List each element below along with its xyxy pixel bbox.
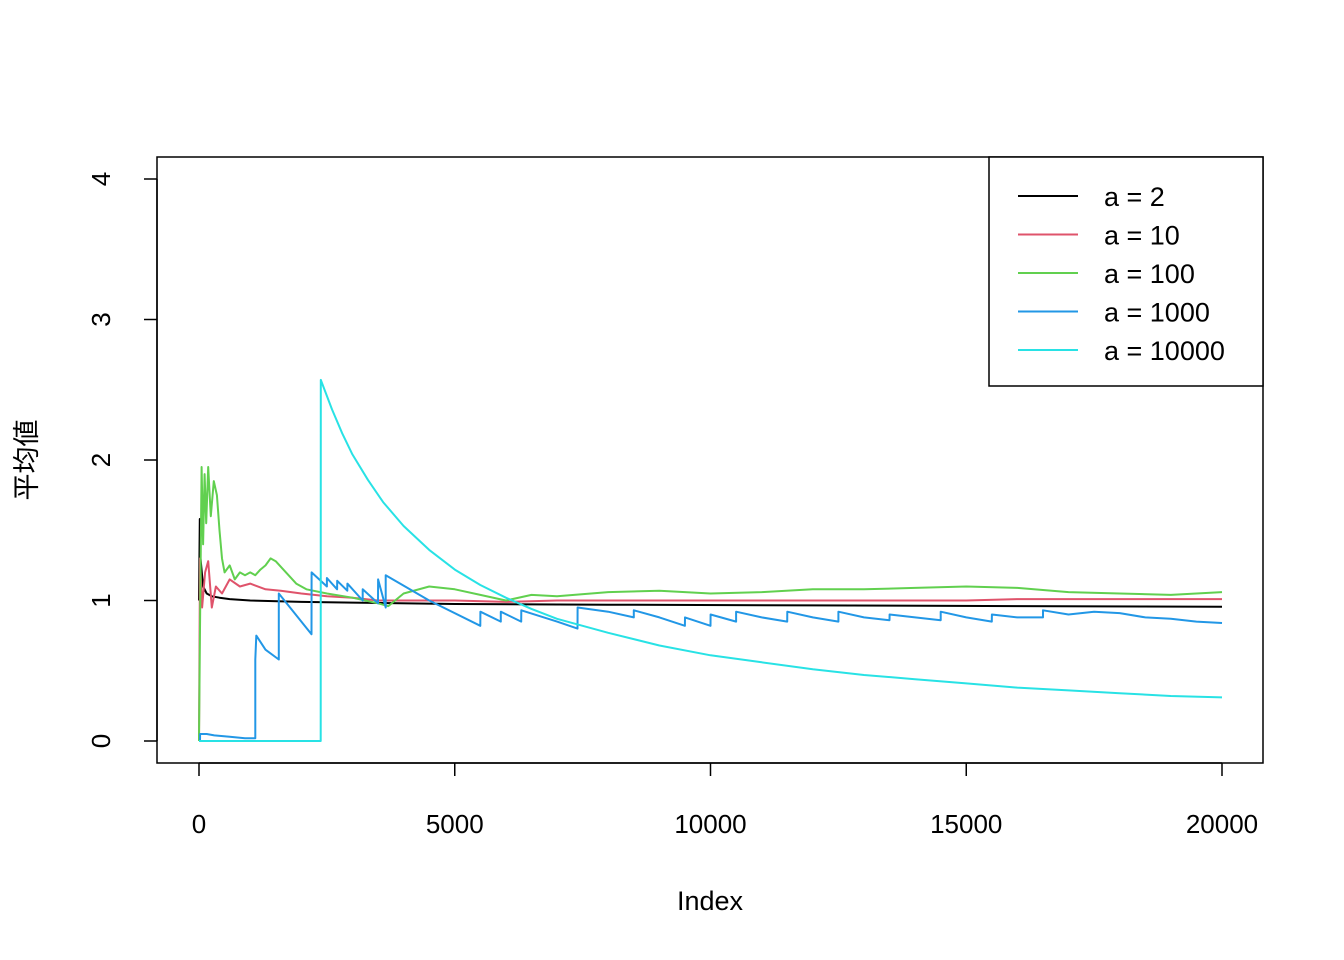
legend-label-5: a = 10000	[1104, 336, 1225, 366]
legend: a = 2 a = 10 a = 100 a = 1000 a = 10000	[988, 156, 1264, 387]
x-axis: 0 5000 10000 15000 20000	[192, 762, 1258, 839]
legend-label-1: a = 2	[1104, 182, 1165, 212]
legend-label-3: a = 100	[1104, 259, 1195, 289]
x-tick-label: 10000	[674, 809, 746, 839]
series-layer	[198, 378, 1223, 742]
y-tick-label: 1	[86, 593, 116, 607]
x-axis-title: Index	[677, 886, 744, 916]
y-tick-label: 3	[86, 312, 116, 326]
x-tick-label: 5000	[426, 809, 484, 839]
x-tick-label: 0	[192, 809, 206, 839]
x-tick-label: 15000	[930, 809, 1002, 839]
series-line-1	[198, 518, 1223, 608]
y-tick-label: 2	[86, 453, 116, 467]
series-line-5	[199, 378, 1223, 742]
y-axis: 0 1 2 3 4	[86, 172, 158, 748]
y-tick-label: 0	[86, 734, 116, 748]
x-tick-label: 20000	[1186, 809, 1258, 839]
y-tick-label: 4	[86, 172, 116, 186]
series-line-4	[199, 571, 1223, 742]
y-axis-title: 平均値	[12, 420, 42, 501]
legend-label-4: a = 1000	[1104, 298, 1210, 328]
legend-label-2: a = 10	[1104, 221, 1180, 251]
series-line-3	[198, 466, 1223, 742]
series-line-2	[198, 557, 1222, 742]
